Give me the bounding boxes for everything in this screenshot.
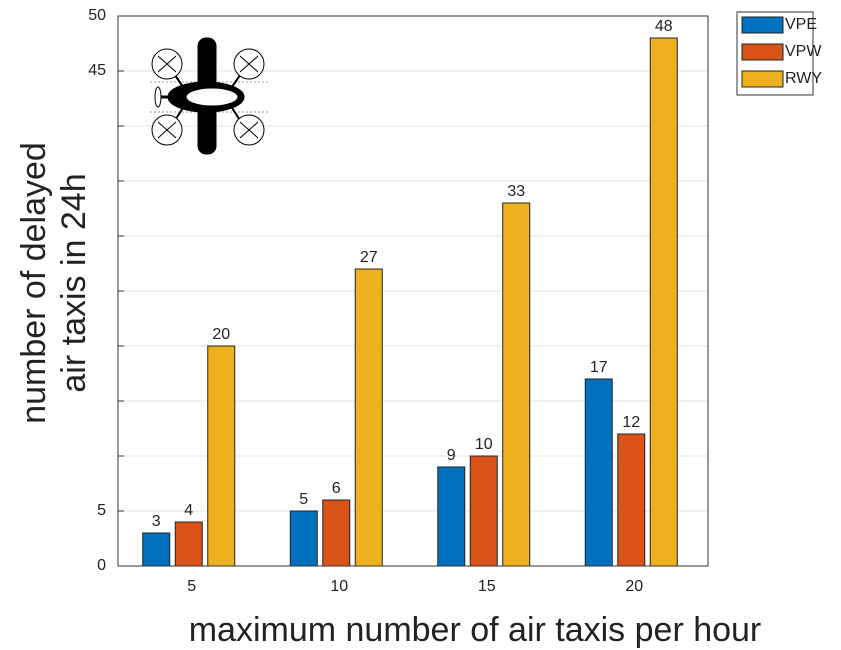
y-axis-label-line: air taxis in 24h	[55, 173, 93, 392]
y-tick-label: 0	[97, 557, 106, 574]
legend-label: VPW	[785, 43, 822, 60]
legend-label: VPE	[785, 16, 817, 33]
data-label: 9	[447, 447, 456, 464]
bar	[438, 467, 465, 566]
legend-swatch	[742, 44, 783, 60]
background	[0, 0, 841, 650]
bar	[208, 346, 235, 566]
bar	[323, 500, 350, 566]
x-tick-label: 20	[625, 578, 643, 595]
y-axis-label-line: number of delayed	[15, 142, 53, 424]
data-label: 20	[212, 326, 230, 343]
chart: 0 5 45 50 5 10 15 20 3 4 20 5 6 27 9 10 33 17 12 48 maximu…	[0, 0, 841, 650]
y-tick-label: 5	[97, 502, 106, 519]
bar	[355, 269, 382, 566]
data-label: 3	[152, 513, 161, 530]
x-tick-label: 5	[187, 578, 196, 595]
data-label: 27	[360, 249, 378, 266]
bar	[470, 456, 497, 566]
legend-swatch	[742, 17, 783, 33]
bar	[650, 38, 677, 566]
data-label: 10	[475, 436, 493, 453]
x-tick-label: 10	[330, 578, 348, 595]
legend-label: RWY	[785, 70, 822, 87]
data-label: 4	[184, 502, 193, 519]
data-label: 12	[622, 414, 640, 431]
data-label: 33	[507, 183, 525, 200]
x-axis-label: maximum number of air taxis per hour	[189, 611, 762, 649]
legend-swatch	[742, 71, 783, 87]
legend: VPE VPW RWY	[737, 12, 822, 95]
data-label: 17	[590, 359, 608, 376]
bar	[143, 533, 170, 566]
y-tick-label: 50	[88, 7, 106, 24]
bar	[290, 511, 317, 566]
bar	[618, 434, 645, 566]
bar	[503, 203, 530, 566]
x-tick-label: 15	[478, 578, 496, 595]
data-label: 6	[332, 480, 341, 497]
y-tick-label: 45	[88, 62, 106, 79]
bar	[175, 522, 202, 566]
data-label: 5	[299, 491, 308, 508]
data-label: 48	[655, 18, 673, 35]
bar	[585, 379, 612, 566]
